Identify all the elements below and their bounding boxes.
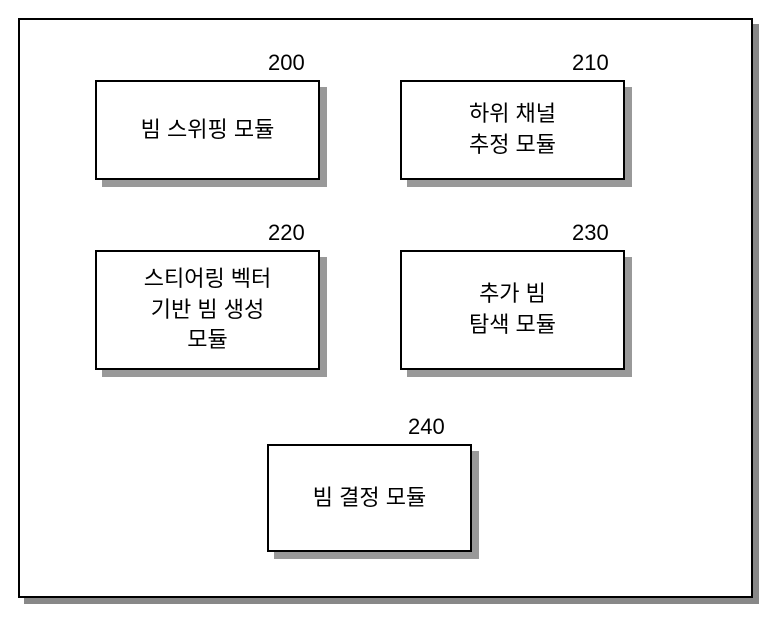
module-text: 스티어링 벡터 기반 빔 생성 모듈 [144,264,272,356]
module-label-230: 230 [572,220,609,246]
module-label-240: 240 [408,414,445,440]
module-box-230: 추가 빔 탐색 모듈 [400,250,625,370]
module-label-200: 200 [268,50,305,76]
module-box-200: 빔 스위핑 모듈 [95,80,320,180]
module-text: 빔 스위핑 모듈 [141,115,275,146]
module-box-220: 스티어링 벡터 기반 빔 생성 모듈 [95,250,320,370]
module-text: 빔 결정 모듈 [313,483,426,514]
module-text: 추가 빔 탐색 모듈 [469,279,556,341]
outer-frame-shadow [24,598,759,604]
module-box-240: 빔 결정 모듈 [267,444,472,552]
outer-frame-shadow [753,24,759,604]
module-text: 하위 채널 추정 모듈 [469,99,556,161]
module-box-210: 하위 채널 추정 모듈 [400,80,625,180]
module-label-220: 220 [268,220,305,246]
module-label-210: 210 [572,50,609,76]
